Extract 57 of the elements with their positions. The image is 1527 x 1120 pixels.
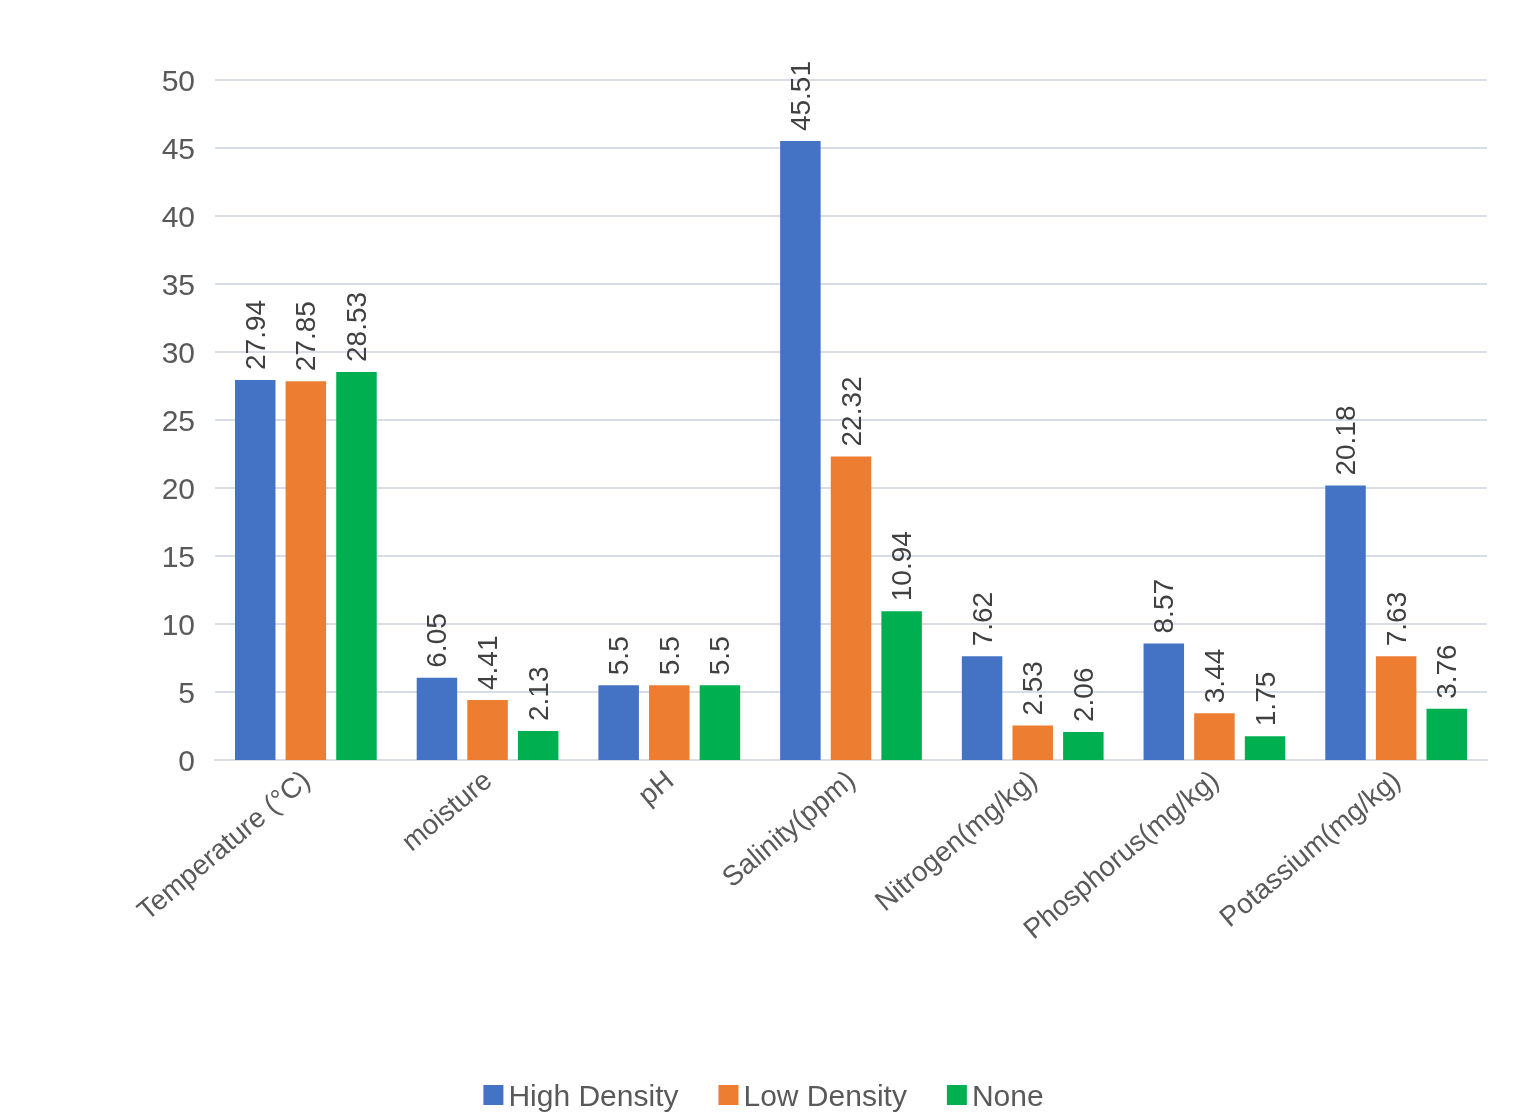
y-tick-label: 25 [161,403,195,437]
data-label: 2.53 [1017,661,1049,716]
bar [285,381,327,760]
bar [1194,713,1235,760]
bar [234,380,276,760]
legend-label: Low Density [743,1078,907,1112]
bar [780,141,821,760]
bar [961,656,1003,760]
data-label: 8.57 [1148,578,1180,634]
data-label: 5.5 [603,636,635,676]
data-label: 22.32 [835,376,867,447]
bar [1325,485,1366,760]
y-tick-label: 40 [161,199,195,233]
y-tick-label: 0 [178,743,195,777]
y-tick-label: 35 [161,267,195,301]
data-label: 5.5 [653,636,685,676]
data-label: 27.94 [239,299,271,371]
data-label: 7.62 [966,591,998,647]
data-label: 2.06 [1067,667,1099,722]
bar [336,371,377,760]
y-tick-label: 20 [161,471,195,505]
data-label: 3.44 [1198,648,1230,704]
bar [517,731,559,760]
bar [1063,731,1104,760]
data-label: 6.05 [421,613,453,668]
legend-label: High Density [508,1078,679,1112]
data-label: 3.76 [1431,644,1463,699]
bar [830,456,872,760]
data-label: 10.94 [886,531,918,602]
y-tick-label: 30 [161,335,195,369]
x-tick-label: pH [631,764,680,811]
bar [598,685,639,760]
bar [1012,725,1053,760]
bar [467,700,508,760]
data-label: 20.18 [1330,405,1362,476]
data-label: 45.51 [784,60,816,132]
data-label: 5.5 [704,636,736,676]
data-label: 27.85 [290,301,322,372]
data-label: 7.63 [1380,591,1412,647]
legend-label: None [971,1078,1044,1112]
y-tick-label: 45 [161,131,195,165]
bar [649,685,690,760]
y-tick-label: 15 [161,539,195,573]
y-tick-label: 50 [161,63,195,97]
y-tick-label: 10 [161,607,195,641]
bar [1143,643,1185,760]
data-label: 1.75 [1249,671,1281,727]
bar [416,677,458,760]
data-label: 28.53 [340,291,372,362]
y-tick-label: 5 [178,675,195,709]
data-label: 2.13 [522,666,554,722]
bar [1375,656,1417,760]
data-label: 4.41 [472,635,504,691]
bar [881,611,922,760]
bar [1244,736,1286,760]
bar [699,685,741,760]
bar [1426,708,1468,760]
